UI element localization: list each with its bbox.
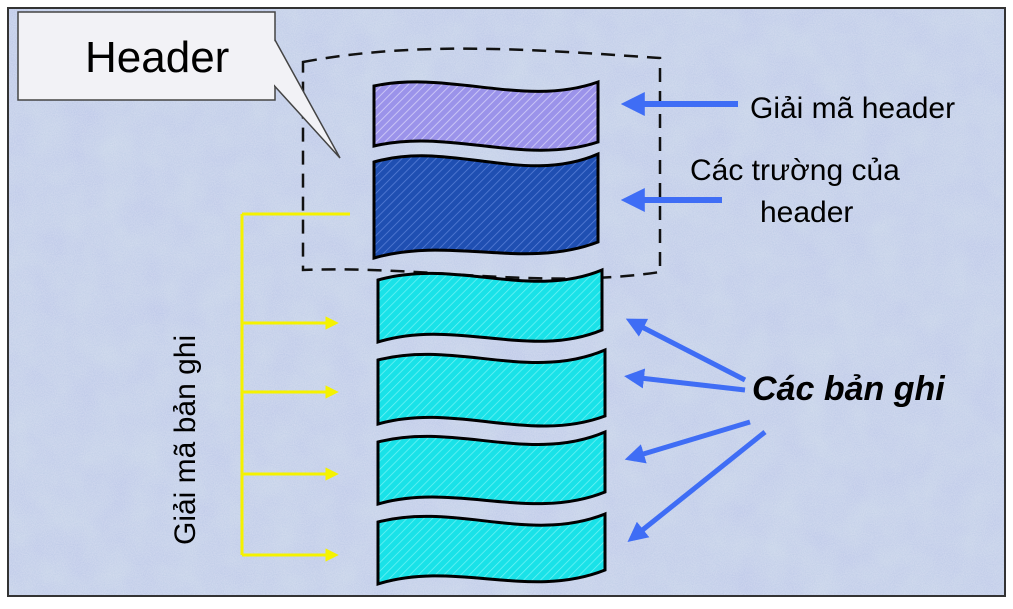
- header-group-outline: [301, 47, 662, 280]
- record-pointer-arrow: [624, 368, 746, 393]
- record-strip: [376, 267, 604, 345]
- record-pointer-arrow: [624, 419, 751, 464]
- record-strip: [376, 429, 607, 506]
- record-strip: [376, 347, 607, 428]
- header-callout-label: Header: [85, 33, 229, 82]
- record-pointer-arrow: [625, 318, 747, 383]
- header-decode-strip: [372, 79, 600, 152]
- header-callout-box: [17, 11, 276, 101]
- records-label: Các bản ghi: [752, 370, 946, 408]
- header-fields-label-line2: header: [760, 196, 853, 229]
- record-strip: [376, 511, 607, 587]
- record-pointer-arrow: [627, 430, 767, 542]
- header-fields-strip: [372, 151, 600, 260]
- decode-records-label: Giải mã bản ghi: [169, 335, 202, 545]
- decode-header-label: Giải mã header: [750, 92, 955, 125]
- header-callout-pointer: [259, 39, 341, 159]
- header-fields-label-line1: Các trường của: [690, 154, 900, 187]
- decode-records-bracket: [240, 212, 350, 562]
